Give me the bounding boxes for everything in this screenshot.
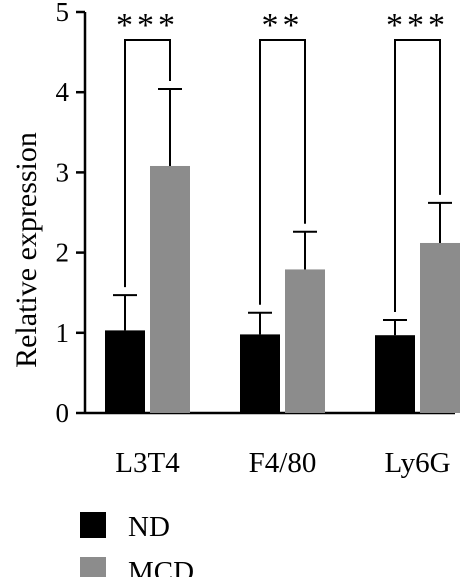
bar-nd-3 [375,335,415,413]
significance-label: *** [116,7,179,44]
significance-label: *** [386,7,449,44]
legend: ND MCD [80,511,194,577]
y-tick-label: 0 [56,398,70,428]
x-tick-label: L3T4 [115,447,180,479]
legend-swatch-nd [80,512,106,538]
legend-label-mcd: MCD [128,556,194,577]
significance-brackets: *** ** *** [116,7,449,312]
significance-bracket [124,39,171,288]
x-tick-label: F4/80 [249,447,317,479]
bar-mcd-2 [285,269,325,413]
y-tick-label: 3 [56,157,70,187]
bars [105,87,460,413]
significance-bracket [259,39,306,305]
x-tick-label: Ly6G [384,447,450,479]
x-tick-labels: L3T4 F4/80 Ly6G [115,447,450,479]
bar-mcd-1 [150,165,190,413]
y-tick-label: 4 [56,77,70,107]
legend-swatch-mcd [80,557,106,577]
bar-mcd-3 [420,242,460,413]
y-tick-label: 1 [56,318,70,348]
bar-nd-1 [105,330,145,413]
legend-label-nd: ND [128,511,170,543]
significance-label: ** [262,7,304,44]
y-axis-label: Relative expression [10,132,43,368]
y-axis: 0 1 2 3 4 5 [56,0,455,428]
y-tick-label: 5 [56,0,70,27]
significance-bracket [394,39,441,312]
bar-nd-2 [240,334,280,413]
y-tick-label: 2 [56,238,70,268]
